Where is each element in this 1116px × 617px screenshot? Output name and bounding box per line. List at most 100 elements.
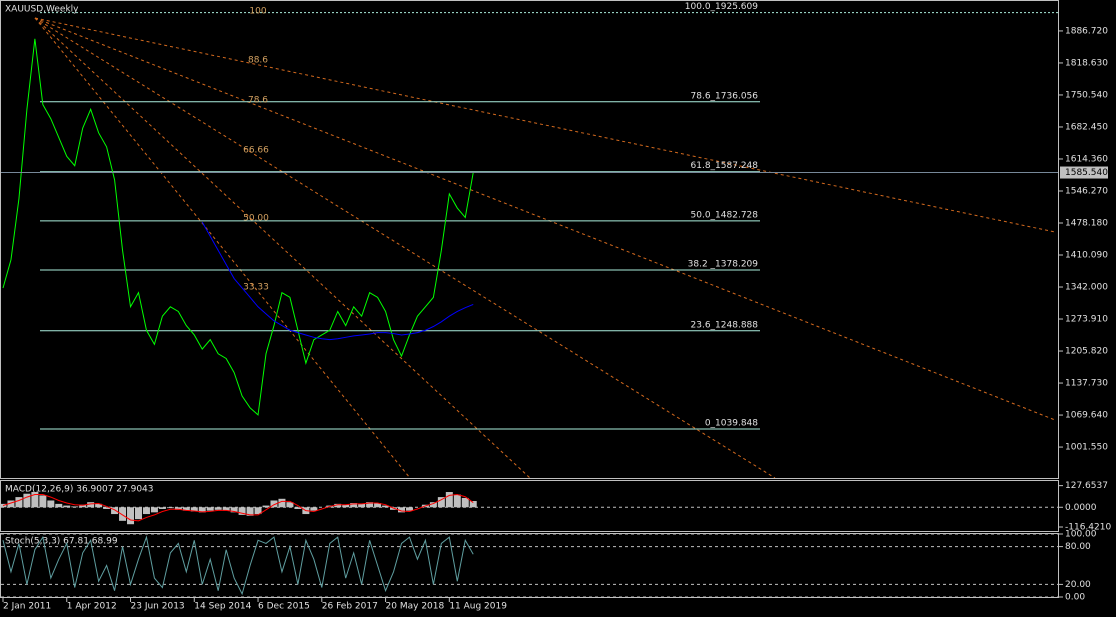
y-tick-label: 1001.550	[1065, 443, 1108, 453]
chart-title: XAUUSD,Weekly	[5, 5, 79, 15]
x-tick-label: 14 Sep 2014	[194, 602, 251, 612]
macd-bar	[286, 502, 294, 508]
fan-label: 88.6	[248, 56, 268, 66]
macd-bar	[230, 507, 238, 513]
macd-bar	[374, 503, 382, 508]
y-tick-label: 1205.820	[1065, 347, 1108, 357]
y-tick-label: 1410.090	[1065, 251, 1108, 261]
macd-bar	[222, 507, 230, 511]
macd-bar	[166, 507, 174, 509]
macd-bar	[47, 500, 55, 508]
macd-bar	[206, 507, 214, 511]
fan-label: 78.6	[248, 96, 268, 106]
macd-bar	[350, 503, 358, 508]
y-tick-label: 1750.540	[1065, 90, 1108, 100]
macd-bar	[445, 492, 453, 508]
x-tick-label: 6 Dec 2015	[258, 602, 310, 612]
y-tick-label: 0.0000	[1065, 503, 1097, 513]
macd-bar	[198, 507, 206, 513]
current-price-label: 1585.540	[1065, 168, 1108, 178]
fib-label: 23.6_1248.888	[691, 320, 759, 330]
y-tick-label: 100.00	[1065, 530, 1097, 540]
macd-bar	[254, 507, 262, 515]
price-line	[201, 221, 474, 341]
macd-bar	[15, 497, 23, 508]
macd-bar	[55, 503, 63, 508]
x-tick-label: 23 Jun 2013	[131, 602, 185, 612]
y-tick-label: 1069.640	[1065, 411, 1108, 421]
macd-bar	[358, 503, 366, 508]
macd-bar	[246, 507, 254, 516]
fib-label: 100.0_1925.609	[685, 2, 758, 12]
y-tick-label: 1137.730	[1065, 379, 1108, 389]
macd-bar	[7, 500, 15, 508]
y-tick-label: 0.00	[1065, 593, 1085, 603]
macd-bar	[39, 495, 47, 508]
macd-bar	[103, 507, 111, 509]
macd-bar	[142, 507, 150, 515]
fib-label: 0_1039.848	[705, 419, 758, 429]
macd-bar	[342, 504, 350, 508]
macd-bar	[278, 498, 286, 508]
y-tick-label: 1273.910	[1065, 315, 1108, 325]
macd-title: MACD(12,26,9) 36.9007 27.9043	[5, 485, 154, 495]
x-tick-label: 26 Feb 2017	[322, 602, 378, 612]
macd-bar	[95, 503, 103, 508]
fan-label: 66.66	[243, 146, 269, 156]
macd-bar	[405, 507, 413, 511]
macd-bar	[366, 502, 374, 508]
macd-bar	[310, 507, 318, 511]
macd-bar	[158, 507, 166, 509]
macd-bar	[429, 502, 437, 508]
fan-line	[34, 17, 776, 479]
macd-bar	[31, 492, 39, 508]
current-price-box	[1060, 166, 1108, 179]
y-tick-label: 1886.720	[1065, 26, 1108, 36]
fan-line	[34, 17, 531, 479]
macd-bar	[469, 501, 477, 508]
y-tick-label: 20.00	[1065, 580, 1091, 590]
fan-label: 33.33	[243, 283, 269, 293]
macd-bar	[437, 497, 445, 508]
price-line	[2, 38, 474, 416]
stoch-title: Stoch(5,3,3) 67.81 68.99	[5, 537, 118, 547]
fan-label: 50.00	[243, 214, 269, 224]
y-tick-label: 127.6537	[1065, 481, 1108, 491]
macd-bar	[238, 507, 246, 515]
y-tick-label: 1818.630	[1065, 58, 1108, 68]
y-tick-label: 1614.360	[1065, 154, 1108, 164]
x-tick-label: 11 Aug 2019	[449, 602, 507, 612]
macd-bar	[111, 507, 119, 515]
macd-bar	[71, 506, 79, 508]
macd-bar	[461, 497, 469, 508]
macd-bar	[174, 507, 182, 510]
macd-bar	[294, 507, 302, 509]
fan-line	[34, 17, 411, 479]
macd-bar	[79, 504, 87, 508]
y-tick-label: 1478.180	[1065, 218, 1108, 228]
macd-bar	[87, 502, 95, 508]
y-tick-label: 1682.450	[1065, 122, 1108, 132]
macd-signal	[2, 494, 474, 522]
stoch-line	[2, 535, 474, 596]
x-tick-label: 20 May 2018	[386, 602, 445, 612]
x-tick-label: 2 Jan 2011	[3, 602, 51, 612]
macd-bar	[127, 507, 135, 525]
macd-bar	[262, 505, 270, 508]
macd-bar	[119, 507, 127, 521]
macd-bar	[334, 503, 342, 508]
macd-bar	[182, 507, 190, 511]
macd-bar	[190, 507, 198, 512]
macd-bar	[382, 505, 390, 508]
macd-bar	[270, 500, 278, 508]
fib-label: 61.8_1587.248	[691, 161, 759, 171]
fib-label: 50.0_1482.728	[691, 210, 759, 220]
fan-label: 100	[249, 7, 266, 17]
fibo-fan	[34, 17, 1056, 479]
y-tick-label: 1342.000	[1065, 283, 1108, 293]
macd-bar	[150, 507, 158, 513]
main-panel	[0, 0, 1059, 479]
